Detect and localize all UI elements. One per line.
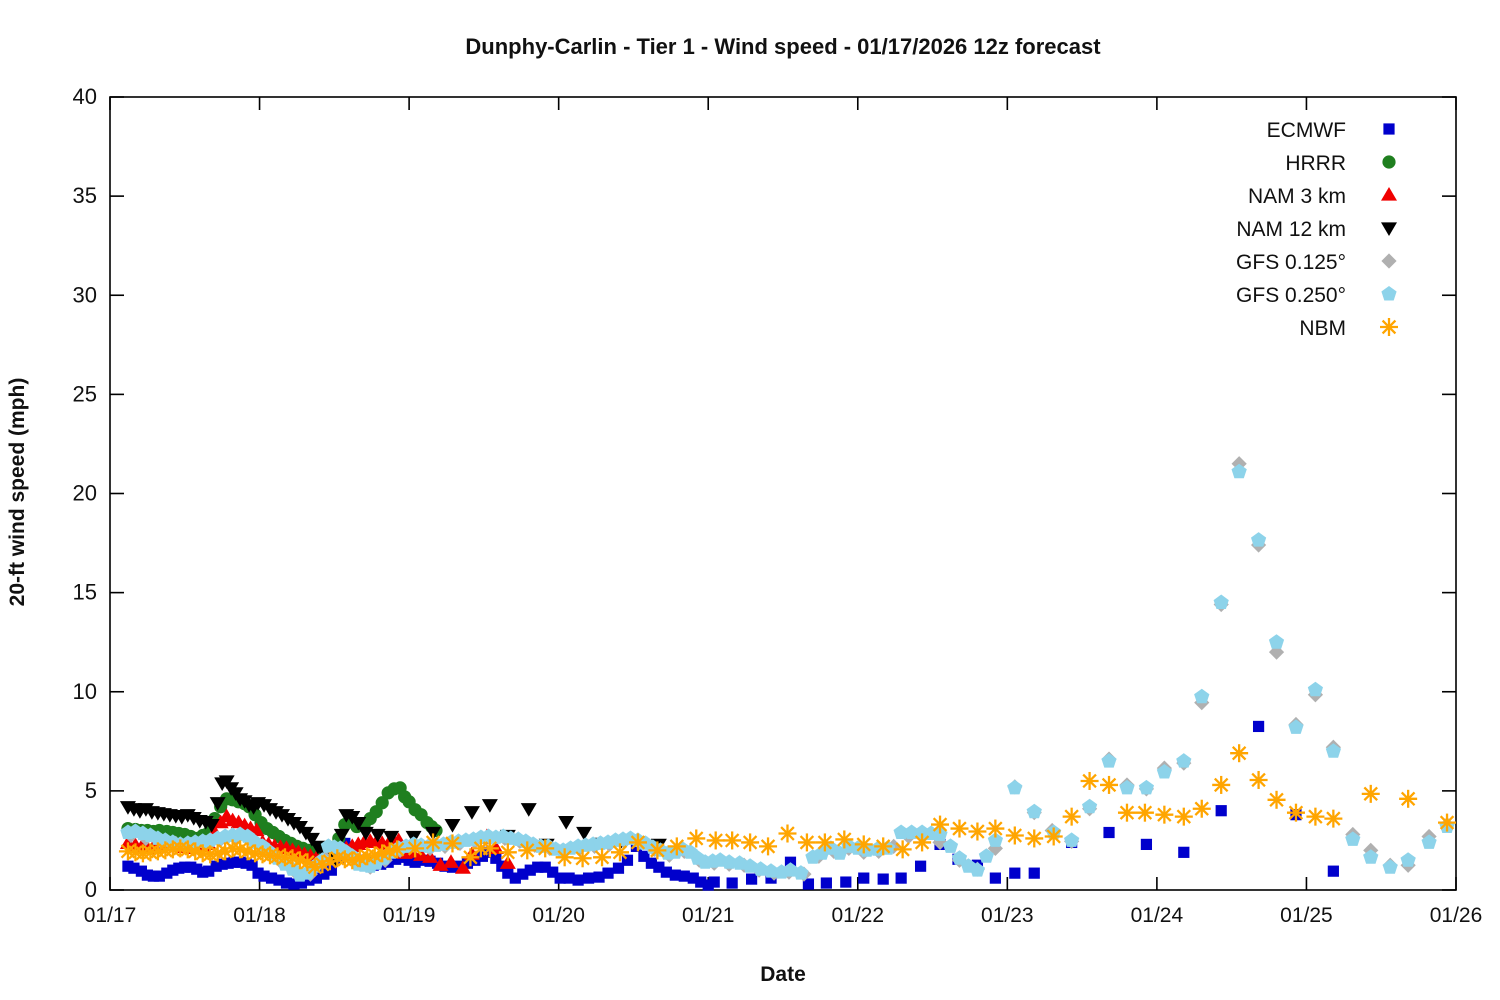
y-tick-label: 25 — [73, 381, 97, 406]
x-tick-label: 01/20 — [532, 904, 585, 927]
legend-marker-circle — [1382, 155, 1396, 169]
legend-label: GFS 0.250° — [1236, 284, 1346, 307]
y-tick-label: 40 — [73, 84, 97, 109]
legend-marker-triangle-down — [1381, 222, 1397, 236]
y-tick-label: 20 — [73, 481, 97, 506]
y-tick-label: 10 — [73, 679, 97, 704]
legend-label: NAM 3 km — [1248, 185, 1346, 208]
legend: ECMWF HRRR NAM 3 km NAM 12 km GFS 0.125° GFS … — [1236, 119, 1398, 340]
y-tick-label: 15 — [73, 580, 97, 605]
legend-label: HRRR — [1285, 152, 1346, 175]
series-gfs-0-250- — [120, 463, 1455, 882]
legend-label: GFS 0.125° — [1236, 251, 1346, 274]
x-tick-label: 01/22 — [831, 904, 884, 927]
y-tick-label: 0 — [85, 877, 97, 902]
x-tick-label: 01/21 — [682, 904, 735, 927]
legend-label: NBM — [1299, 317, 1346, 340]
series-nbm — [118, 744, 1457, 877]
legend-marker-triangle-up — [1381, 187, 1397, 201]
legend-marker-asterisk — [1380, 318, 1398, 336]
y-tick-label: 5 — [85, 778, 97, 803]
y-axis-ticks: 0 5 10 15 20 25 30 35 40 — [73, 84, 1456, 902]
x-tick-label: 01/19 — [383, 904, 436, 927]
x-tick-label: 01/26 — [1430, 904, 1483, 927]
chart-title: Dunphy-Carlin - Tier 1 - Wind speed - 01… — [465, 34, 1101, 59]
x-axis-ticks: 01/17 01/18 01/19 01/20 01/21 01/22 01/23 01/24… — [84, 97, 1483, 927]
y-tick-label: 35 — [73, 183, 97, 208]
x-tick-label: 01/24 — [1131, 904, 1184, 927]
plot-border — [109, 96, 1457, 891]
legend-marker-diamond — [1381, 253, 1397, 269]
legend-label: ECMWF — [1267, 119, 1346, 142]
x-tick-label: 01/25 — [1280, 904, 1333, 927]
legend-marker-pentagon — [1381, 286, 1397, 301]
x-tick-label: 01/18 — [233, 904, 286, 927]
x-tick-label: 01/17 — [84, 904, 137, 927]
legend-label: NAM 12 km — [1236, 218, 1346, 241]
series-gfs-0-125- — [123, 456, 1455, 882]
x-axis-label: Date — [760, 963, 806, 986]
y-tick-label: 30 — [73, 282, 97, 307]
legend-marker-square — [1383, 123, 1395, 135]
x-tick-label: 01/23 — [981, 904, 1034, 927]
